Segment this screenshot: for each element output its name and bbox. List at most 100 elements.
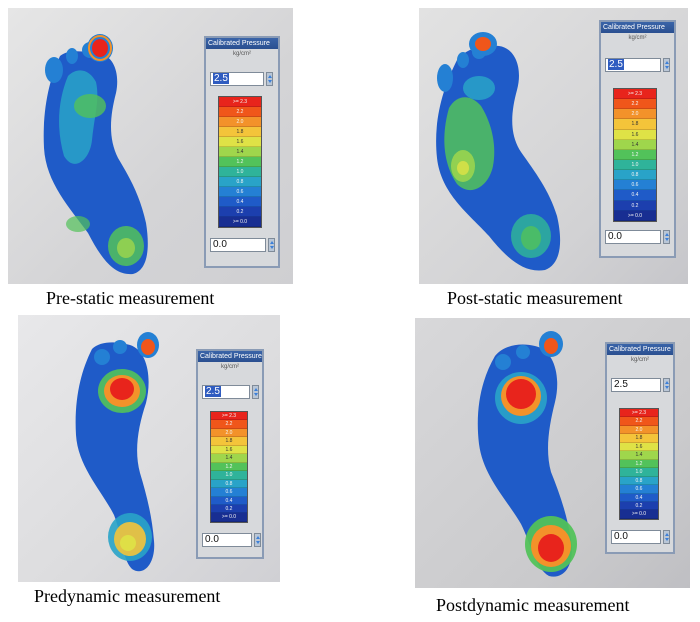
calibrated-pressure-dialog: Calibrated Pressure kg/cm² 2.5 >= 2.3 2.2… — [204, 36, 280, 268]
scale-band: 0.4 — [614, 190, 656, 201]
scale-band: 2.2 — [211, 420, 247, 429]
calibrated-pressure-dialog: Calibrated Pressure kg/cm² 2.5 >= 2.3 2.2… — [196, 349, 264, 559]
scale-band: >= 2.3 — [219, 97, 261, 107]
min-pressure-spin-button[interactable] — [663, 530, 670, 544]
scale-band: 1.2 — [614, 149, 656, 160]
dialog-title[interactable]: Calibrated Pressure — [601, 22, 674, 33]
scale-band: 1.2 — [211, 462, 247, 472]
pressure-photo: Calibrated Pressure kg/cm² 2.5 >= 2.3 2.2… — [18, 315, 280, 582]
dialog-title[interactable]: Calibrated Pressure — [607, 344, 673, 355]
dialog-title[interactable]: Calibrated Pressure — [198, 351, 262, 362]
scale-band: 2.0 — [614, 109, 656, 120]
scale-band: 1.8 — [614, 119, 656, 130]
pressure-color-scale: >= 2.3 2.2 2.0 1.8 1.6 1.4 1.2 1.0 0.8 0.6 0.4 0.2 >… — [218, 96, 262, 228]
scale-band: 0.8 — [614, 170, 656, 181]
scale-band: 2.0 — [219, 117, 261, 127]
pressure-photo: Calibrated Pressure kg/cm² 2.5 >= 2.3 2.2… — [419, 8, 688, 284]
min-pressure-input[interactable]: 0.0 — [202, 533, 252, 547]
scale-band: >= 2.3 — [614, 89, 656, 100]
scale-band: >= 2.3 — [211, 412, 247, 421]
scale-band: 0.8 — [211, 479, 247, 489]
calibrated-pressure-dialog: Calibrated Pressure kg/cm² 2.5 >= 2.3 2.2… — [605, 342, 675, 554]
max-pressure-value: 2.5 — [608, 59, 624, 70]
min-pressure-input[interactable]: 0.0 — [611, 530, 661, 544]
scale-band: 1.6 — [614, 129, 656, 140]
max-pressure-value: 2.5 — [205, 386, 221, 397]
panel-postdynamic: Calibrated Pressure kg/cm² 2.5 >= 2.3 2.2… — [415, 318, 690, 588]
pressure-color-scale: >= 2.3 2.2 2.0 1.8 1.6 1.4 1.2 1.0 0.8 0.6 0.4 0.2 >… — [210, 411, 248, 523]
panel-post-static: Calibrated Pressure kg/cm² 2.5 >= 2.3 2.2… — [419, 8, 688, 284]
max-pressure-value: 2.5 — [213, 73, 229, 84]
max-pressure-input[interactable]: 2.5 — [210, 72, 264, 86]
scale-band: 1.4 — [219, 147, 261, 157]
scale-band: 2.0 — [211, 428, 247, 438]
panel-predynamic: Calibrated Pressure kg/cm² 2.5 >= 2.3 2.2… — [18, 315, 280, 582]
min-pressure-input[interactable]: 0.0 — [605, 230, 661, 244]
scale-band: 0.2 — [620, 501, 658, 511]
foot-pressure-map — [43, 34, 148, 275]
pressure-unit-label: kg/cm² — [233, 51, 251, 57]
scale-band: 2.0 — [620, 425, 658, 435]
pressure-unit-label: kg/cm² — [631, 357, 649, 363]
calibrated-pressure-dialog: Calibrated Pressure kg/cm² 2.5 >= 2.3 2.2… — [599, 20, 676, 258]
scale-band: 2.2 — [614, 99, 656, 110]
scale-band: 1.0 — [211, 471, 247, 480]
min-pressure-input[interactable]: 0.0 — [210, 238, 266, 252]
scale-band: 1.2 — [620, 459, 658, 469]
scale-band: 0.8 — [620, 476, 658, 486]
pressure-photo: Calibrated Pressure kg/cm² 2.5 >= 2.3 2.2… — [8, 8, 293, 284]
scale-band: 0.6 — [219, 187, 261, 197]
scale-band: 0.4 — [219, 197, 261, 207]
scale-band: 1.8 — [620, 434, 658, 443]
scale-band: 0.8 — [219, 177, 261, 187]
scale-band: >= 0.0 — [620, 510, 658, 519]
scale-band: 1.0 — [614, 159, 656, 171]
min-pressure-spin-button[interactable] — [268, 238, 275, 252]
max-pressure-input[interactable]: 2.5 — [202, 385, 250, 399]
pressure-photo: Calibrated Pressure kg/cm² 2.5 >= 2.3 2.2… — [415, 318, 690, 588]
caption-predynamic: Predynamic measurement — [34, 586, 221, 606]
scale-band: 1.4 — [614, 139, 656, 150]
foot-pressure-map — [436, 32, 561, 271]
scale-band: 0.2 — [219, 207, 261, 217]
scale-band: 1.8 — [219, 127, 261, 137]
foot-pressure-map — [477, 331, 577, 577]
scale-band: 1.6 — [620, 442, 658, 452]
scale-band: 1.0 — [620, 468, 658, 477]
scale-band: >= 0.0 — [614, 210, 656, 221]
scale-band: >= 2.3 — [620, 409, 658, 418]
pressure-color-scale: >= 2.3 2.2 2.0 1.8 1.6 1.4 1.2 1.0 0.8 0.6 0.4 0.2 >… — [619, 408, 659, 520]
scale-band: 0.2 — [211, 504, 247, 514]
max-pressure-spin-button[interactable] — [663, 378, 670, 392]
scale-band: 1.4 — [211, 454, 247, 463]
scale-band: 2.2 — [219, 107, 261, 117]
caption-post-static: Post-static measurement — [447, 288, 623, 308]
scale-band: 0.6 — [211, 488, 247, 497]
max-pressure-spin-button[interactable] — [266, 72, 273, 86]
pressure-unit-label: kg/cm² — [221, 364, 239, 370]
max-pressure-spin-button[interactable] — [663, 58, 670, 72]
scale-band: 1.4 — [620, 451, 658, 460]
scale-band: 1.8 — [211, 437, 247, 446]
scale-band: 0.6 — [614, 180, 656, 191]
scale-band: 0.4 — [620, 493, 658, 502]
min-pressure-spin-button[interactable] — [663, 230, 670, 244]
scale-band: 1.6 — [211, 445, 247, 455]
scale-band: 0.4 — [211, 496, 247, 505]
max-pressure-input[interactable]: 2.5 — [611, 378, 661, 392]
dialog-title[interactable]: Calibrated Pressure — [206, 38, 278, 49]
pressure-color-scale: >= 2.3 2.2 2.0 1.8 1.6 1.4 1.2 1.0 0.8 0.6 0.4 0.2 >… — [613, 88, 657, 222]
scale-band: 1.2 — [219, 157, 261, 167]
scale-band: 1.6 — [219, 137, 261, 147]
scale-band: >= 0.0 — [219, 217, 261, 227]
max-pressure-spin-button[interactable] — [252, 385, 259, 399]
max-pressure-input[interactable]: 2.5 — [605, 58, 661, 72]
caption-pre-static: Pre-static measurement — [46, 288, 215, 308]
min-pressure-spin-button[interactable] — [254, 533, 261, 547]
scale-band: 0.2 — [614, 200, 656, 211]
foot-pressure-map — [75, 332, 159, 572]
panel-pre-static: Calibrated Pressure kg/cm² 2.5 >= 2.3 2.2… — [8, 8, 293, 284]
scale-band: >= 0.0 — [211, 513, 247, 522]
scale-band: 2.2 — [620, 417, 658, 426]
scale-band: 1.0 — [219, 167, 261, 177]
